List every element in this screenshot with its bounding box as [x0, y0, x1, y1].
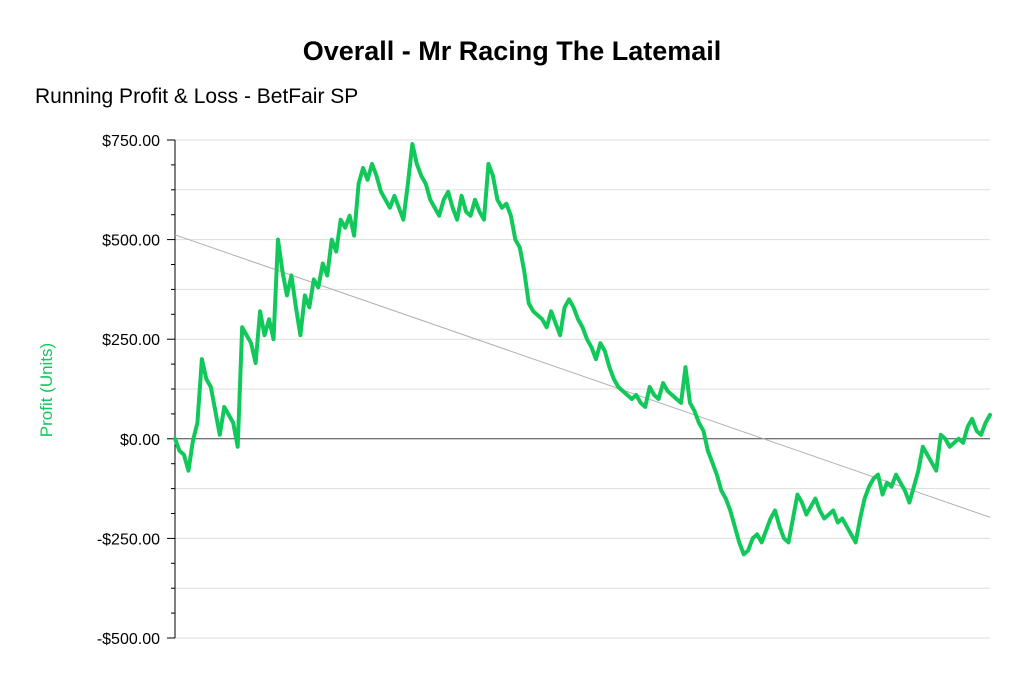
chart-title: Overall - Mr Racing The Latemail [303, 36, 722, 66]
y-tick-label: $500.00 [102, 233, 160, 250]
y-tick-label: $750.00 [102, 133, 160, 150]
y-axis-label: Profit (Units) [37, 343, 56, 437]
profit-series-line [173, 141, 992, 557]
y-tick-labels: $750.00 $500.00 $250.00 $0.00 -$250.00 -$500.… [97, 133, 160, 648]
gridlines [175, 139, 990, 639]
y-tick-label: -$500.00 [97, 631, 160, 648]
chart-subtitle: Running Profit & Loss - BetFair SP [35, 85, 358, 108]
y-tick-label: $0.00 [120, 432, 160, 449]
y-tick-label: $250.00 [102, 332, 160, 349]
trend-line [174, 234, 991, 518]
y-axis-minor-ticks [167, 139, 175, 639]
y-tick-label: -$250.00 [97, 531, 160, 548]
